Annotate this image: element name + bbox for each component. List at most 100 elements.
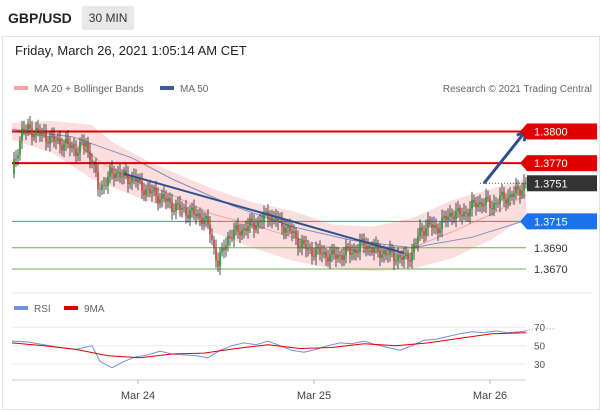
candle-body xyxy=(301,240,303,247)
candle-body xyxy=(471,199,473,209)
candle-body xyxy=(75,148,77,156)
candle-body xyxy=(13,159,15,174)
candle-body xyxy=(47,142,49,144)
candle-body xyxy=(21,128,23,141)
legend-rsi: RSI xyxy=(34,304,51,315)
candle-body xyxy=(389,248,391,255)
candle-body xyxy=(327,257,329,262)
candle-body xyxy=(275,216,277,222)
candle-body xyxy=(491,208,493,210)
candle-body xyxy=(119,172,121,178)
candle-body xyxy=(45,132,47,143)
candle-body xyxy=(79,142,81,153)
candle-body xyxy=(485,197,487,205)
candle-body xyxy=(419,227,421,237)
legend-ma-bollinger: MA 20 + Bollinger Bands xyxy=(34,84,144,95)
candle-body xyxy=(187,215,189,219)
candle-body xyxy=(305,244,307,250)
candle-body xyxy=(425,228,427,236)
candle-body xyxy=(479,202,481,205)
candle-body xyxy=(77,152,79,156)
candle-body xyxy=(247,225,249,232)
rsi-projection xyxy=(525,327,557,332)
candle-body xyxy=(511,194,513,198)
candle-body xyxy=(97,171,99,189)
candle-body xyxy=(173,210,175,212)
candle-body xyxy=(417,236,419,244)
candle-body xyxy=(183,207,185,209)
rsi-tick-30: 30 xyxy=(534,360,546,371)
candle-body xyxy=(255,225,257,230)
candle-body xyxy=(197,213,199,217)
candle-body xyxy=(157,195,159,204)
candle-body xyxy=(201,217,203,224)
candle-body xyxy=(207,216,209,225)
candle-body xyxy=(57,138,59,141)
candle-body xyxy=(101,184,103,190)
candle-body xyxy=(283,226,285,233)
bollinger-band-layer xyxy=(12,120,526,272)
candle-body xyxy=(351,252,353,255)
candle-body xyxy=(111,168,113,174)
candle-body xyxy=(225,245,227,251)
candle-body xyxy=(251,218,253,223)
candle-body xyxy=(443,215,445,218)
candle-body xyxy=(23,128,25,132)
candle-body xyxy=(151,191,153,194)
candle-body xyxy=(343,255,345,260)
candle-body xyxy=(213,239,215,248)
candle-body xyxy=(117,172,119,173)
rsi-line xyxy=(11,330,527,369)
candle-body xyxy=(383,251,385,255)
legend-rsi-swatch xyxy=(14,306,28,310)
candle-body xyxy=(473,199,475,203)
candle-body xyxy=(221,247,223,253)
candle-body xyxy=(499,195,501,204)
candle-body xyxy=(205,216,207,219)
candle-body xyxy=(435,224,437,228)
candle-body xyxy=(285,227,287,233)
level-lines-layer xyxy=(12,130,526,270)
candle-body xyxy=(521,190,523,196)
candle-body xyxy=(321,253,323,255)
candle-body xyxy=(195,214,197,217)
candle-body xyxy=(445,215,447,220)
timeframe-badge[interactable]: 30 MIN xyxy=(81,6,135,30)
candle-body xyxy=(241,229,243,236)
candle-body xyxy=(95,164,97,172)
candle-body xyxy=(495,202,497,204)
candle-body xyxy=(325,251,327,258)
candle-body xyxy=(253,222,255,230)
forecast-arrow-shaft xyxy=(482,133,525,185)
candle-body xyxy=(287,225,289,228)
candle-body xyxy=(415,243,417,245)
candle-body xyxy=(483,204,485,207)
candle-body xyxy=(33,134,35,138)
candle-body xyxy=(139,178,141,182)
candle-body xyxy=(461,214,463,217)
candle-body xyxy=(129,182,131,185)
x-tick-Mar 24: Mar 24 xyxy=(121,390,155,402)
chart-datetime: Friday, March 26, 2021 1:05:14 AM CET xyxy=(15,43,247,58)
level-label-box-1.3770 xyxy=(527,155,597,172)
level-label-1.3670: 1.3670 xyxy=(534,264,568,276)
candle-body xyxy=(243,228,245,230)
candle-body xyxy=(89,151,91,161)
candle-body xyxy=(437,227,439,233)
candle-body xyxy=(433,224,435,228)
candle-body xyxy=(115,172,117,179)
candle-body xyxy=(123,170,125,177)
candle-body xyxy=(109,168,111,177)
candle-body xyxy=(421,227,423,232)
candle-body xyxy=(457,207,459,212)
x-tick-Mar 25: Mar 25 xyxy=(297,390,331,402)
candle-body xyxy=(99,188,101,190)
candle-body xyxy=(399,254,401,257)
candle-body xyxy=(127,174,129,185)
candle-body xyxy=(337,254,339,259)
candle-body xyxy=(159,199,161,204)
candle-body xyxy=(453,216,455,220)
candle-body xyxy=(313,256,315,258)
candle-body xyxy=(73,145,75,149)
candle-body xyxy=(199,213,201,218)
